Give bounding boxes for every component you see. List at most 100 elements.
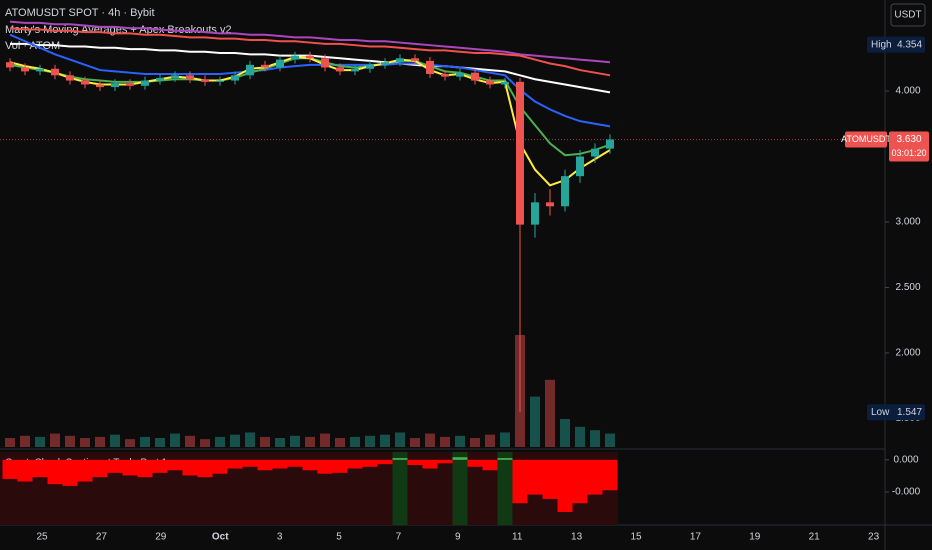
sentiment-bar	[167, 459, 183, 471]
sentiment-bar	[152, 459, 168, 473]
sentiment-bar	[197, 459, 213, 478]
candle-body	[426, 60, 434, 74]
volume-bar	[500, 432, 510, 447]
sentiment-zone	[497, 452, 513, 525]
candle-body	[366, 64, 374, 69]
candle-body	[201, 79, 209, 82]
sentiment-bar	[422, 459, 438, 469]
candle-body	[186, 75, 194, 80]
volume-bar	[20, 435, 30, 447]
volume-bar	[320, 433, 330, 447]
volume-bar	[305, 436, 315, 447]
candle-body	[441, 73, 449, 77]
candle-body	[81, 80, 89, 85]
volume-bar	[470, 438, 480, 447]
candle-body	[36, 68, 44, 72]
sentiment-bar	[362, 459, 378, 467]
candle-body	[51, 68, 59, 76]
sentiment-bar	[17, 459, 33, 482]
x-tick-label: 13	[571, 532, 583, 543]
volume-bar	[155, 438, 165, 447]
volume-bar	[245, 432, 255, 447]
volume-bar	[170, 433, 180, 447]
volume-bar	[365, 435, 375, 447]
sentiment-bar	[242, 459, 258, 467]
sentiment-bar	[92, 459, 108, 478]
volume-bar	[185, 435, 195, 447]
volume-bar	[545, 379, 555, 447]
volume-bar	[485, 434, 495, 447]
sentiment-bar	[257, 459, 273, 471]
x-tick-label: 15	[630, 532, 642, 543]
y-tick-label: 2.000	[895, 348, 920, 359]
x-tick-label: 19	[749, 532, 761, 543]
candle-body	[471, 72, 479, 81]
sentiment-bar	[452, 457, 468, 460]
candle-body	[261, 64, 269, 68]
volume-bar	[335, 438, 345, 447]
y-tick-label: 2.500	[895, 282, 920, 293]
price-label: 3.630	[896, 134, 921, 145]
x-tick-label: 25	[36, 532, 48, 543]
sentiment-bar	[107, 459, 123, 473]
currency[interactable]: USDT	[894, 10, 921, 21]
candle-body	[546, 202, 554, 207]
sentiment-zone	[392, 452, 408, 525]
volume-bar	[65, 435, 75, 447]
candle-body	[6, 62, 14, 68]
price-badge	[889, 131, 929, 162]
sentiment-bar	[482, 459, 498, 471]
low-value: 1.547	[897, 407, 922, 418]
sentiment-bar	[497, 458, 513, 460]
volume-bar	[560, 419, 570, 447]
sentiment-tick-label: -0.000	[892, 487, 921, 498]
volume-bar	[590, 430, 600, 447]
sentiment-bar	[227, 459, 243, 469]
candle-body	[381, 62, 389, 65]
sentiment-bar	[212, 459, 228, 474]
sentiment-bar	[347, 459, 363, 469]
candle-body	[486, 80, 494, 85]
volume-bar	[260, 436, 270, 447]
sentiment-bar	[332, 459, 348, 473]
plot: 4.0003.0002.5002.0001.500252729Oct357911…	[0, 20, 929, 543]
volume-bar	[230, 434, 240, 447]
candle-body	[351, 68, 359, 72]
volume-bar	[35, 436, 45, 447]
sentiment-bar	[32, 459, 48, 478]
sentiment-zone	[452, 452, 468, 525]
countdown: 03:01:20	[891, 148, 926, 158]
sentiment-bar	[572, 459, 588, 504]
candle-body	[216, 80, 224, 82]
x-tick-label: 11	[512, 532, 523, 543]
candle-body	[591, 148, 599, 157]
y-tick-label: 3.000	[895, 217, 920, 228]
volume-bar	[275, 438, 285, 447]
volume-bar	[110, 434, 120, 447]
volume-bar	[50, 433, 60, 447]
volume-bar	[215, 436, 225, 447]
candle-body	[276, 59, 284, 68]
volume-bar	[605, 433, 615, 447]
moving-average	[9, 20, 611, 64]
chart-title: ATOMUSDT SPOT · 4h · Bybit	[5, 7, 155, 19]
volume-bar	[410, 438, 420, 447]
indicator-label: Marty's Moving Averages + Apex Breakouts…	[5, 24, 232, 36]
sentiment-bar	[557, 459, 573, 512]
candle-body	[501, 81, 509, 85]
candle-body	[321, 58, 329, 68]
candle-body	[531, 202, 539, 225]
symbol-badge	[845, 131, 887, 148]
candle-body	[516, 81, 524, 225]
volume-bar	[80, 438, 90, 447]
volume-bar	[575, 426, 585, 447]
volume-bar	[5, 438, 15, 447]
x-tick-label: 7	[396, 532, 402, 543]
currency-button[interactable]	[890, 3, 926, 27]
symbol-label: ATOMUSDT	[841, 134, 891, 144]
sentiment-bar	[302, 459, 318, 471]
sentiment-bar	[407, 459, 423, 466]
x-tick-label: 29	[155, 532, 167, 543]
candle-body	[411, 58, 419, 61]
